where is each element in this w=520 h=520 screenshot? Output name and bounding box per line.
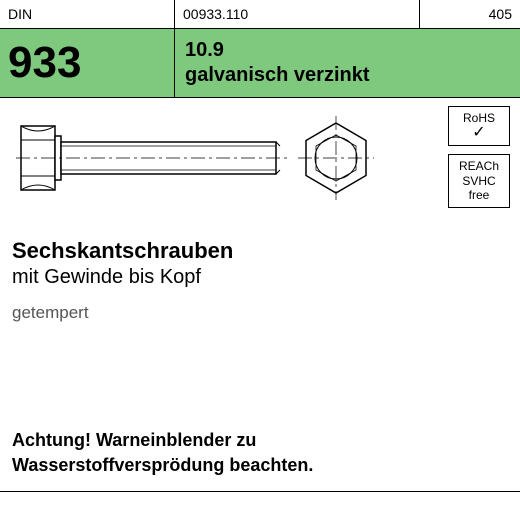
reach-line3: free — [451, 188, 507, 202]
header-din: DIN — [0, 0, 175, 28]
warning-line2: Wasserstoffversprödung beachten. — [12, 453, 313, 478]
warning-line1: Achtung! Warneinblender zu — [12, 428, 313, 453]
header-row: DIN 00933.110 405 — [0, 0, 520, 29]
subtitle: getempert — [12, 303, 233, 323]
warning-text: Achtung! Warneinblender zu Wasserstoffve… — [12, 428, 313, 478]
reach-line1: REACh — [451, 159, 507, 173]
spec-right: 10.9 galvanisch verzinkt — [175, 29, 520, 97]
spec-band: 933 10.9 galvanisch verzinkt — [0, 29, 520, 98]
reach-badge: REACh SVHC free — [448, 154, 510, 207]
title-line2: mit Gewinde bis Kopf — [12, 266, 233, 289]
bottom-rule — [0, 491, 520, 492]
reach-line2: SVHC — [451, 174, 507, 188]
bolt-drawing — [16, 108, 386, 208]
title-line1: Sechskantschrauben — [12, 238, 233, 264]
header-code: 00933.110 — [175, 0, 420, 28]
check-icon: ✓ — [451, 125, 507, 141]
standard-number: 933 — [0, 29, 175, 97]
compliance-badges: RoHS ✓ REACh SVHC free — [448, 106, 510, 216]
rohs-badge: RoHS ✓ — [448, 106, 510, 146]
header-form: 405 — [420, 0, 520, 28]
datasheet: DIN 00933.110 405 933 10.9 galvanisch ve… — [0, 0, 520, 520]
finish: galvanisch verzinkt — [185, 64, 510, 87]
grade: 10.9 — [185, 39, 510, 62]
title-block: Sechskantschrauben mit Gewinde bis Kopf … — [12, 238, 233, 323]
rohs-label: RoHS — [451, 111, 507, 125]
